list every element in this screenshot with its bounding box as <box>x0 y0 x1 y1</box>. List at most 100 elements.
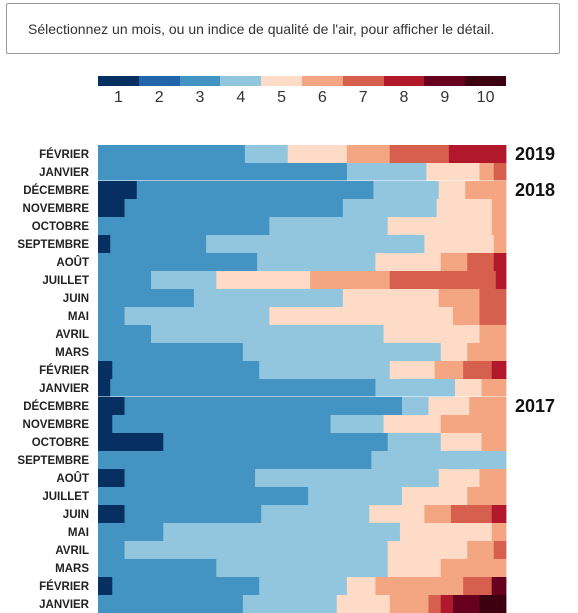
legend-swatch-10[interactable] <box>465 76 506 86</box>
cell-level-7[interactable] <box>493 163 507 181</box>
legend-label-7[interactable]: 7 <box>358 89 368 106</box>
cell-level-4[interactable] <box>269 217 389 235</box>
month-row[interactable]: JUIN <box>63 505 507 523</box>
month-row[interactable]: OCTOBRE <box>32 217 507 235</box>
cell-level-8[interactable] <box>440 595 454 613</box>
month-row[interactable]: JANVIER <box>39 163 507 181</box>
cell-level-4[interactable] <box>255 469 440 487</box>
cell-level-4[interactable] <box>259 577 348 595</box>
cell-level-1[interactable] <box>98 235 111 253</box>
cell-level-6[interactable] <box>310 271 391 289</box>
cell-level-3[interactable] <box>112 415 331 433</box>
cell-level-3[interactable] <box>124 199 344 217</box>
cell-level-5[interactable] <box>346 577 376 595</box>
cell-level-6[interactable] <box>438 289 480 307</box>
cell-level-1[interactable] <box>98 433 164 451</box>
cell-level-4[interactable] <box>124 307 270 325</box>
cell-level-1[interactable] <box>98 505 125 523</box>
legend-swatch-9[interactable] <box>424 76 466 86</box>
month-row[interactable]: MARS <box>55 343 507 361</box>
legend-swatch-1[interactable] <box>98 76 139 86</box>
cell-level-3[interactable] <box>98 145 246 163</box>
cell-level-6[interactable] <box>440 253 468 271</box>
cell-level-1[interactable] <box>98 397 125 415</box>
cell-level-6[interactable] <box>481 379 507 397</box>
month-label[interactable]: MAI <box>68 311 89 323</box>
cell-level-4[interactable] <box>151 271 217 289</box>
month-label[interactable]: DÉCEMBRE <box>23 184 89 197</box>
cell-level-5[interactable] <box>401 487 468 505</box>
month-row[interactable]: DÉCEMBRE <box>23 181 507 199</box>
cell-level-6[interactable] <box>467 487 507 505</box>
cell-level-3[interactable] <box>98 451 372 469</box>
cell-level-5[interactable] <box>269 307 454 325</box>
legend-swatch-2[interactable] <box>138 76 180 86</box>
cell-level-4[interactable] <box>342 199 438 217</box>
cell-level-4[interactable] <box>346 163 427 181</box>
cell-level-6[interactable] <box>469 397 507 415</box>
cell-level-5[interactable] <box>383 325 480 343</box>
cell-level-1[interactable] <box>98 361 113 379</box>
month-label[interactable]: JANVIER <box>39 383 90 395</box>
cell-level-4[interactable] <box>308 487 403 505</box>
cell-level-6[interactable] <box>434 361 464 379</box>
cell-level-1[interactable] <box>98 379 111 397</box>
month-row[interactable]: JANVIER <box>39 595 507 613</box>
cell-level-7[interactable] <box>493 541 507 559</box>
legend-swatch-8[interactable] <box>383 76 425 86</box>
month-label[interactable]: JUILLET <box>42 275 89 287</box>
legend-swatch-3[interactable] <box>179 76 221 86</box>
cell-level-3[interactable] <box>98 271 152 289</box>
cell-level-5[interactable] <box>387 559 442 577</box>
month-label[interactable]: FÉVRIER <box>39 148 90 161</box>
cell-level-4[interactable] <box>151 325 384 343</box>
cell-level-1[interactable] <box>98 199 125 217</box>
cell-level-3[interactable] <box>98 487 309 505</box>
cell-level-5[interactable] <box>369 505 425 523</box>
cell-level-3[interactable] <box>98 307 125 325</box>
legend-swatch-6[interactable] <box>301 76 343 86</box>
cell-level-5[interactable] <box>440 433 482 451</box>
legend-swatch-5[interactable] <box>261 76 302 86</box>
cell-level-3[interactable] <box>163 433 389 451</box>
cell-level-8[interactable] <box>493 253 507 271</box>
month-row[interactable]: NOVEMBRE <box>23 415 507 433</box>
cell-level-8[interactable] <box>491 361 507 379</box>
month-label[interactable]: AVRIL <box>55 545 89 557</box>
cell-level-5[interactable] <box>455 379 482 397</box>
cell-level-3[interactable] <box>124 469 256 487</box>
month-label[interactable]: OCTOBRE <box>32 221 90 233</box>
cell-level-8[interactable] <box>495 271 507 289</box>
month-label[interactable]: MAI <box>68 527 89 539</box>
legend-label-9[interactable]: 9 <box>440 89 450 106</box>
month-row[interactable]: AVRIL <box>55 325 507 343</box>
cell-level-7[interactable] <box>467 253 495 271</box>
cell-level-4[interactable] <box>375 379 456 397</box>
cell-level-3[interactable] <box>112 577 260 595</box>
cell-level-5[interactable] <box>389 361 435 379</box>
cell-level-6[interactable] <box>481 433 507 451</box>
cell-level-8[interactable] <box>448 145 507 163</box>
legend-swatch-4[interactable] <box>220 76 262 86</box>
cell-level-3[interactable] <box>98 343 244 361</box>
cell-level-6[interactable] <box>389 595 429 613</box>
cell-level-5[interactable] <box>336 595 391 613</box>
cell-level-4[interactable] <box>242 343 442 361</box>
cell-level-4[interactable] <box>124 541 389 559</box>
cell-level-3[interactable] <box>136 181 374 199</box>
month-label[interactable]: FÉVRIER <box>39 580 90 593</box>
cell-level-9[interactable] <box>452 595 480 613</box>
month-label[interactable]: DÉCEMBRE <box>23 400 89 413</box>
month-row[interactable]: MAI <box>68 307 507 325</box>
month-row[interactable]: SEPTEMBRE <box>17 451 507 469</box>
cell-level-6[interactable] <box>467 541 495 559</box>
month-label[interactable]: AOÛT <box>56 472 89 485</box>
legend-label-5[interactable]: 5 <box>277 89 287 106</box>
cell-level-5[interactable] <box>438 181 466 199</box>
month-label[interactable]: SEPTEMBRE <box>17 239 89 251</box>
cell-level-5[interactable] <box>424 235 495 253</box>
month-label[interactable]: SEPTEMBRE <box>17 455 89 467</box>
legend-label-4[interactable]: 4 <box>236 89 246 106</box>
cell-level-3[interactable] <box>124 397 403 415</box>
cell-level-8[interactable] <box>491 505 507 523</box>
